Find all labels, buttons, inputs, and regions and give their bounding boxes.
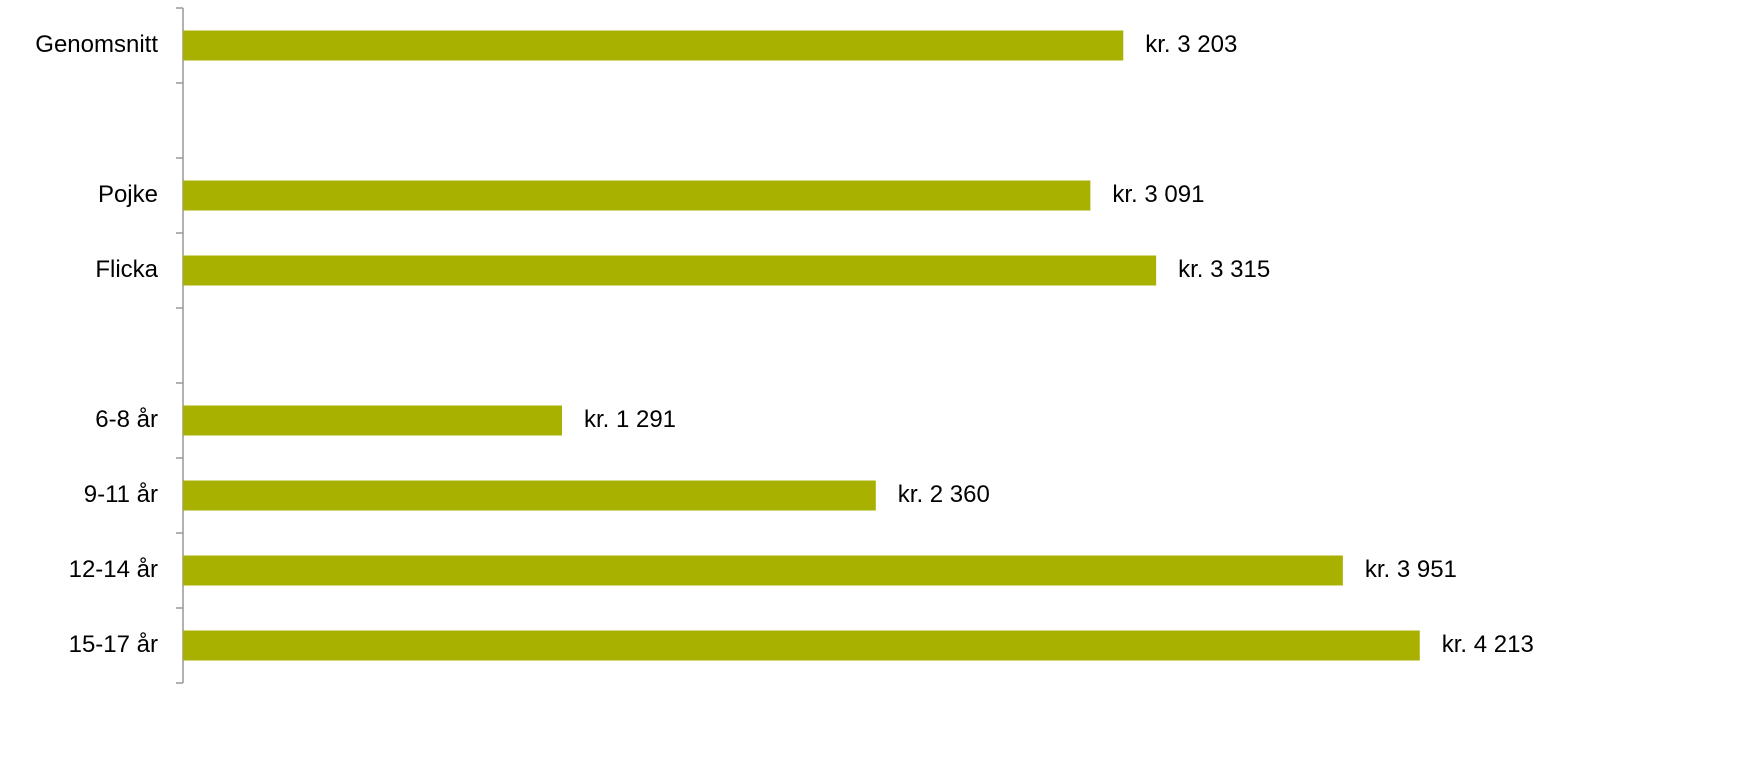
y-tick-label: Genomsnitt: [35, 31, 158, 58]
bar: [183, 180, 1091, 211]
value-label: kr. 3 203: [1145, 31, 1237, 58]
value-label: kr. 3 951: [1365, 556, 1457, 583]
y-tick-label: Pojke: [98, 181, 158, 208]
value-label: kr. 3 315: [1178, 256, 1270, 283]
bar: [183, 480, 876, 511]
bar: [183, 255, 1157, 286]
y-tick-label: 6-8 år: [95, 406, 158, 433]
y-tick-label: 9-11 år: [84, 481, 158, 508]
bar: [183, 630, 1420, 661]
bar: [183, 405, 562, 436]
value-label: kr. 4 213: [1442, 631, 1534, 658]
y-tick-label: 12-14 år: [69, 556, 158, 583]
bar: [183, 555, 1343, 586]
value-label: kr. 1 291: [584, 406, 676, 433]
value-label: kr. 3 091: [1112, 181, 1204, 208]
value-label: kr. 2 360: [898, 481, 990, 508]
bar: [183, 30, 1124, 61]
y-tick-label: Flicka: [95, 256, 158, 283]
y-tick-label: 15-17 år: [69, 631, 158, 658]
